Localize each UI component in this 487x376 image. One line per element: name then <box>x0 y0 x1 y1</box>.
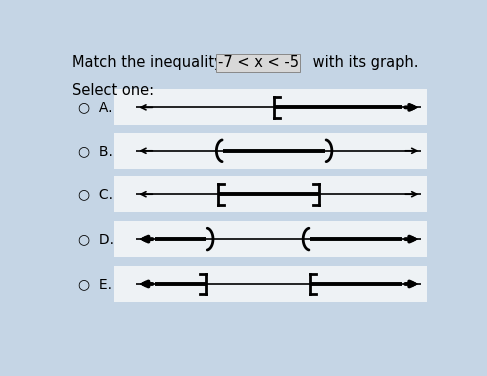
Text: with its graph.: with its graph. <box>308 55 419 70</box>
Bar <box>114 266 427 302</box>
Text: ○  C.: ○ C. <box>78 187 113 201</box>
Bar <box>114 89 427 125</box>
Text: ○  E.: ○ E. <box>78 277 112 291</box>
Bar <box>114 133 427 169</box>
Text: Select one:: Select one: <box>72 83 154 99</box>
Bar <box>114 176 427 212</box>
Text: ○  D.: ○ D. <box>78 232 114 246</box>
Bar <box>114 221 427 257</box>
Text: ○  B.: ○ B. <box>78 144 112 158</box>
Text: ○  A.: ○ A. <box>78 100 112 114</box>
Text: Match the inequality: Match the inequality <box>72 55 227 70</box>
Text: -7 < x < -5: -7 < x < -5 <box>218 55 299 70</box>
